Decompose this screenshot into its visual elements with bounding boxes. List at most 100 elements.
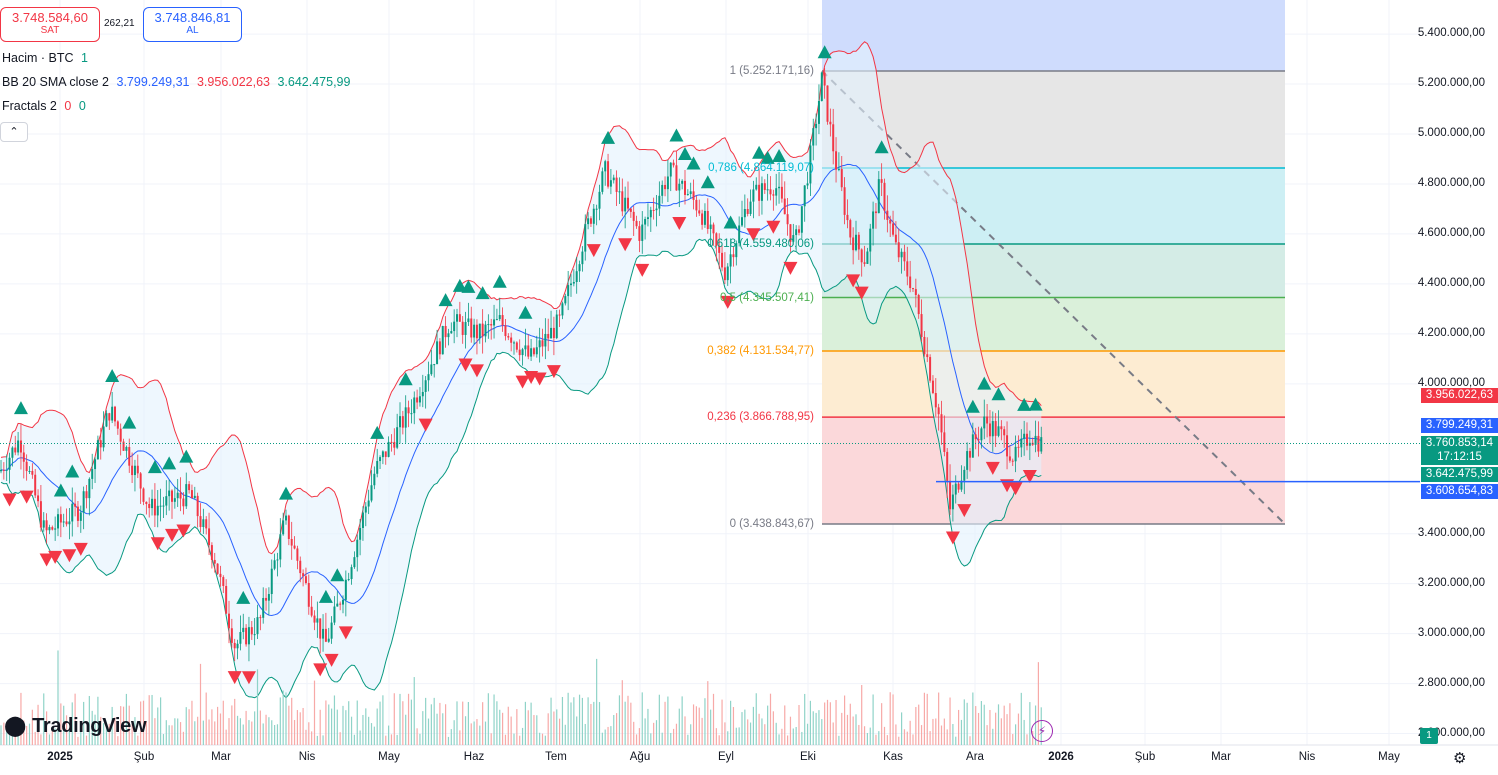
tradingview-logo[interactable]: ⬤ TradingView <box>4 713 147 738</box>
candle-body <box>798 229 800 233</box>
gear-icon[interactable]: ⚙ <box>1453 750 1467 767</box>
volume-bar <box>125 693 127 745</box>
volume-bar <box>675 723 678 745</box>
fib-zone <box>822 417 1285 524</box>
volume-bar <box>1000 718 1002 745</box>
volume-bar <box>507 706 509 745</box>
time-tick: Mar <box>211 751 231 763</box>
candle-body <box>14 447 17 453</box>
volume-bar <box>305 729 307 745</box>
candle-body <box>778 186 781 189</box>
candle-body <box>874 211 877 214</box>
candle-body <box>946 451 949 481</box>
volume-bar <box>450 729 452 745</box>
candle-body <box>846 214 849 221</box>
time-tick: Eyl <box>718 751 734 763</box>
candle-body <box>193 495 196 499</box>
volume-bar <box>197 716 199 745</box>
legend-volume[interactable]: Hacim · BTC 1 <box>2 51 92 65</box>
fractal-down-marker <box>672 217 687 231</box>
candle-body <box>849 220 852 238</box>
fractal-down-marker <box>618 238 633 252</box>
lightning-icon[interactable]: ⚡ <box>1031 720 1053 742</box>
candle-body <box>145 501 148 505</box>
volume-bar <box>747 719 749 745</box>
volume-bar <box>989 709 991 745</box>
candle-body <box>51 527 54 530</box>
volume-bar <box>972 692 974 745</box>
volume-bar <box>1006 714 1008 745</box>
candle-body <box>210 545 213 560</box>
candle-body <box>404 407 407 428</box>
candle-body <box>356 539 359 558</box>
candle-body <box>293 545 296 549</box>
volume-bar <box>604 729 606 745</box>
fractal-down-marker <box>854 286 869 300</box>
volume-bar <box>31 709 33 745</box>
volume-bar <box>262 723 264 745</box>
candlesticks <box>0 68 1043 662</box>
legend-fractals[interactable]: Fractals 2 0 0 <box>2 99 90 113</box>
fractal-down-marker <box>73 542 88 556</box>
volume-bar <box>339 732 341 745</box>
volume-bar <box>778 734 780 745</box>
buy-button[interactable]: 3.748.846,81 AL <box>143 7 242 42</box>
candle-body <box>589 218 592 224</box>
candle-body <box>926 354 929 358</box>
candle-body <box>162 505 165 507</box>
candle-body <box>159 505 162 507</box>
candle-body <box>247 627 250 645</box>
volume-bar <box>57 650 59 745</box>
candle-body <box>8 457 11 470</box>
volume-bar <box>692 704 695 745</box>
candle-body <box>515 342 518 350</box>
volume-bar <box>701 717 703 745</box>
volume-bar <box>68 728 70 745</box>
candle-body <box>552 327 555 339</box>
volume-bar <box>610 726 612 745</box>
candle-body <box>943 432 946 452</box>
candle-body <box>863 262 866 264</box>
volume-bar <box>94 714 96 745</box>
candle-body <box>672 162 675 166</box>
volume-bar <box>553 711 555 745</box>
legend-bb-lower: 3.642.475,99 <box>277 75 351 89</box>
legend-bb-upper: 3.956.022,63 <box>196 75 270 89</box>
volume-bar <box>809 700 811 745</box>
candle-body <box>951 494 954 510</box>
volume-bar <box>886 735 888 745</box>
volume-bar <box>385 735 387 745</box>
volume-bar <box>992 728 994 745</box>
price-axis-label: 3.799.249,31 <box>1421 418 1498 433</box>
volume-bar <box>490 733 492 745</box>
candle-body <box>421 391 424 397</box>
price-tick: 2.800.000,00 <box>1417 676 1485 689</box>
volume-bar <box>789 716 792 745</box>
candle-body <box>333 606 336 623</box>
sell-button[interactable]: 3.748.584,60 SAT <box>0 7 100 42</box>
candle-body <box>453 321 456 332</box>
volume-bar <box>103 723 105 745</box>
timezone-badge[interactable]: 1 <box>1420 728 1438 744</box>
time-tick: Eki <box>800 751 816 763</box>
chevron-up-icon[interactable]: ⌃ <box>0 122 28 142</box>
fib-zone <box>822 350 1285 418</box>
legend-bollinger[interactable]: BB 20 SMA close 2 3.799.249,31 3.956.022… <box>2 75 354 89</box>
volume-bar <box>3 722 5 745</box>
volume-bar <box>576 716 578 745</box>
volume-bar <box>142 700 145 745</box>
candle-body <box>273 560 276 569</box>
volume-bar <box>727 731 729 745</box>
fib-level-label: 0,382 (4.131.534,77) <box>707 344 814 357</box>
volume-bar <box>182 731 184 745</box>
volume-bar <box>524 701 526 745</box>
volume-bar <box>48 734 51 745</box>
legend-fractals-v1: 0 <box>64 99 72 113</box>
volume-bar <box>752 706 754 745</box>
fractal-down-marker <box>469 364 484 378</box>
candle-body <box>82 491 85 513</box>
candle-body <box>17 440 20 453</box>
candle-body <box>815 123 818 129</box>
volume-bar <box>442 713 444 745</box>
